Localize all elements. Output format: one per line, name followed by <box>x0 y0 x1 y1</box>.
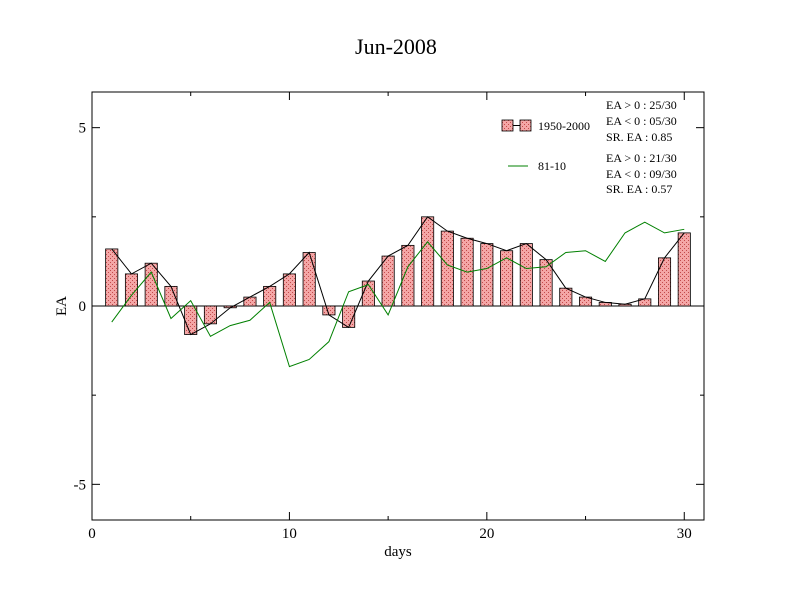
bar-day-3 <box>144 262 158 307</box>
chart-title: Jun-2008 <box>355 34 437 59</box>
axis-ticks: 0 10 20 30 -5 0 5 <box>74 92 704 542</box>
annotation-ea-negative-1: EA < 0 : 05/30 <box>606 114 677 128</box>
x-tick-label: 20 <box>479 526 494 542</box>
line-81-10 <box>111 221 685 368</box>
x-tick-label: 10 <box>282 526 297 542</box>
bar-day-6 <box>203 305 217 325</box>
legend-swatch-bar-2 <box>519 119 532 132</box>
y-tick-label: 5 <box>79 121 87 137</box>
y-tick-label: 0 <box>79 299 87 315</box>
bar-day-24 <box>559 287 573 307</box>
legend-label-81-10: 81-10 <box>538 159 566 173</box>
bar-day-30 <box>677 232 691 307</box>
x-axis-label: days <box>384 544 412 560</box>
legend-label-1950-2000: 1950-2000 <box>538 119 590 133</box>
annotation-ea-positive-2: EA > 0 : 21/30 <box>606 151 677 165</box>
bar-day-10 <box>282 273 296 307</box>
bar-day-17 <box>421 216 435 307</box>
bar-day-11 <box>302 252 316 307</box>
line-series <box>111 216 685 368</box>
y-axis-label: EA <box>54 296 70 316</box>
bar-day-21 <box>500 250 514 307</box>
bar-day-15 <box>381 255 395 307</box>
bar-day-22 <box>519 243 533 307</box>
y-tick-label: -5 <box>74 477 87 493</box>
bar-day-29 <box>657 257 672 307</box>
legend: 1950-2000 81-10 EA > 0 : 25/30 EA < 0 : … <box>501 98 677 196</box>
x-tick-label: 0 <box>88 526 96 542</box>
bar-day-16 <box>401 244 415 307</box>
bar-day-20 <box>480 243 494 307</box>
annotation-sr-ea-1: SR. EA : 0.85 <box>606 130 672 144</box>
legend-swatch-bar-1 <box>501 119 514 132</box>
annotation-sr-ea-2: SR. EA : 0.57 <box>606 182 672 196</box>
x-tick-label: 30 <box>677 526 692 542</box>
bar-day-18 <box>440 230 454 307</box>
annotation-ea-positive-1: EA > 0 : 25/30 <box>606 98 677 112</box>
bar-day-1 <box>105 248 119 307</box>
annotation-ea-negative-2: EA < 0 : 09/30 <box>606 167 677 181</box>
line-1950-2000 <box>111 216 685 336</box>
bar-day-5 <box>184 305 198 335</box>
bar-day-8 <box>243 296 257 307</box>
